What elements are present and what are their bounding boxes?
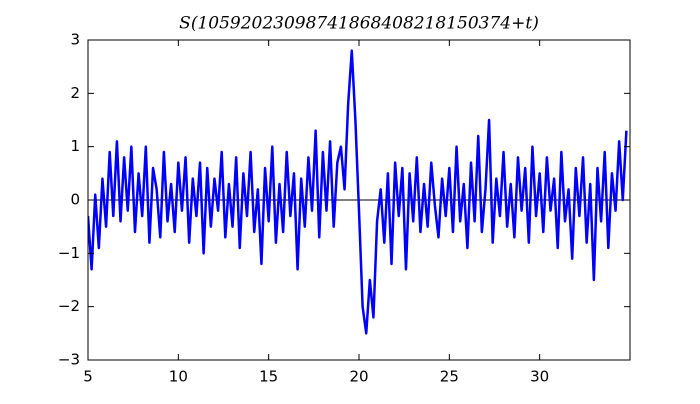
y-tick-label: 0 bbox=[70, 191, 80, 209]
y-tick-label: 1 bbox=[70, 137, 80, 155]
x-tick-label: 5 bbox=[83, 368, 93, 386]
x-tick-label: 25 bbox=[440, 368, 459, 386]
x-tick-label: 10 bbox=[169, 368, 188, 386]
x-tick-label: 30 bbox=[530, 368, 549, 386]
y-tick-label: 3 bbox=[70, 31, 80, 49]
data-line bbox=[88, 49, 628, 335]
y-tick-label: −2 bbox=[58, 297, 80, 315]
y-tick-label: 2 bbox=[70, 84, 80, 102]
x-tick-label: 20 bbox=[349, 368, 368, 386]
y-tick-label: −1 bbox=[58, 244, 80, 262]
chart-title: S(10592023098741868408218150374+t) bbox=[179, 14, 539, 34]
x-tick-label: 15 bbox=[259, 368, 278, 386]
y-tick-label: −3 bbox=[58, 351, 80, 369]
